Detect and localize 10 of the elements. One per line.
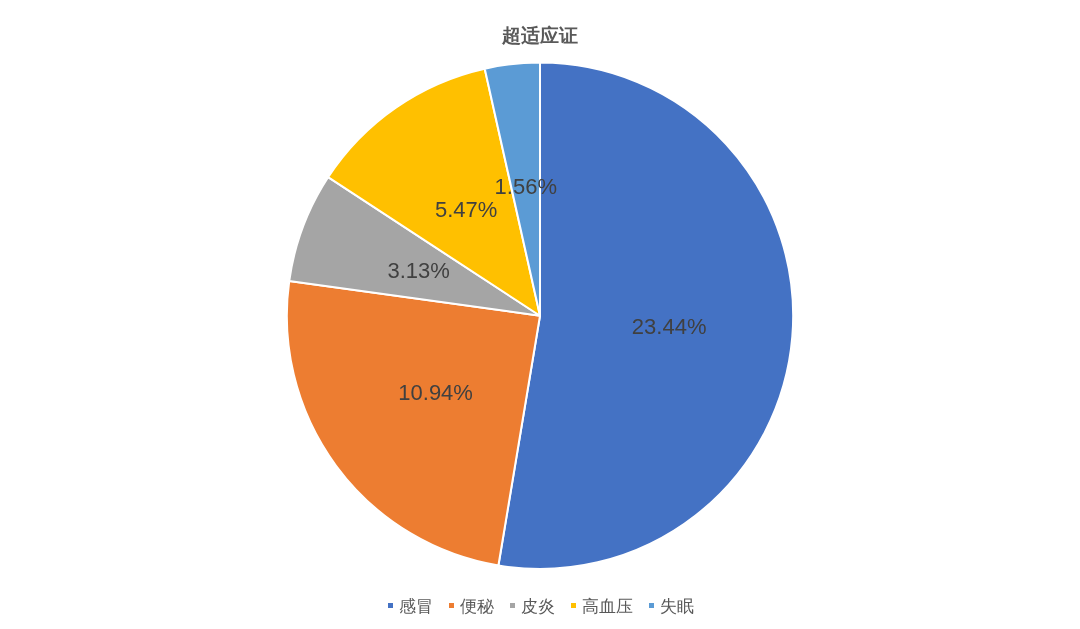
legend-label: 皮炎 — [521, 595, 555, 616]
legend-label: 失眠 — [660, 595, 694, 616]
legend-label: 感冒 — [399, 595, 433, 616]
data-label: 10.94% — [398, 380, 473, 406]
legend-label: 便秘 — [460, 595, 494, 616]
data-label: 5.47% — [435, 196, 498, 222]
chart-title: 超适应证 — [501, 23, 578, 46]
data-label: 3.13% — [387, 257, 450, 283]
legend-label: 高血压 — [582, 595, 633, 616]
data-label: 23.44% — [631, 313, 707, 339]
